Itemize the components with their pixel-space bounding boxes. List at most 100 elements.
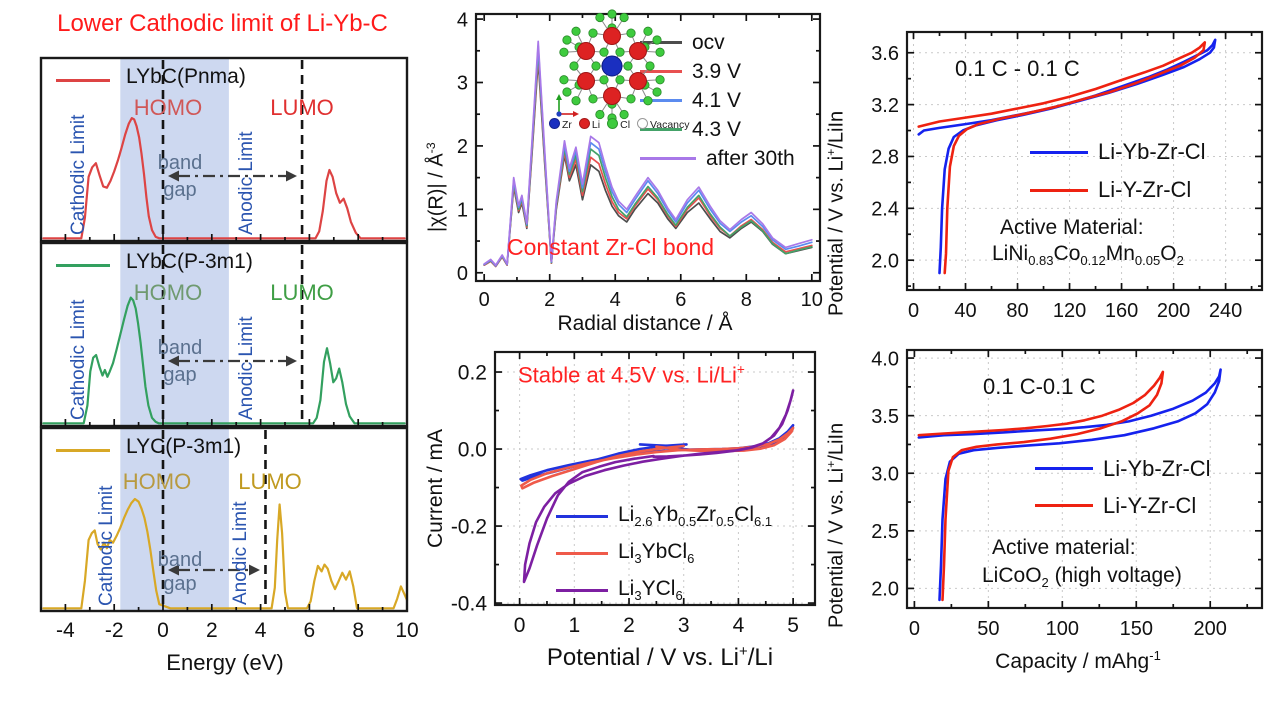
svg-text:2: 2 [457, 136, 468, 158]
svg-text:2.5: 2.5 [871, 521, 899, 543]
svg-text:4: 4 [457, 9, 468, 31]
dos2-gap-label: gap [163, 364, 197, 386]
cv-legend-item: Li2.6Yb0.5Zr0.5Cl6.1 [556, 498, 772, 535]
lco-rate-label: 0.1 C-0.1 C [983, 374, 1096, 399]
svg-text:10: 10 [801, 289, 823, 311]
svg-text:1: 1 [568, 614, 580, 637]
svg-text:2.4: 2.4 [871, 199, 899, 221]
dos1-band-label: band [157, 152, 203, 174]
nmc-legend: Li-Yb-Zr-Cl Li-Y-Zr-Cl [1030, 133, 1206, 209]
dos2-homo-label: HOMO [133, 280, 203, 305]
crystal-structure-inset [556, 9, 665, 123]
lco-active-material-line1: Active material: [992, 536, 1136, 559]
dos-chart-p3m1 [39, 241, 409, 428]
dos-chart-pnma [39, 56, 409, 243]
dos2-band-label: band [157, 337, 203, 359]
svg-text:0.0: 0.0 [458, 439, 487, 462]
inset-legend-item: Zr [549, 118, 572, 131]
svg-text:2: 2 [623, 614, 635, 637]
svg-text:10: 10 [395, 619, 418, 642]
svg-text:6: 6 [304, 619, 316, 642]
dos3-anodic-limit-label: Anodic Limit [230, 501, 251, 606]
dos2-cathodic-limit-label: Cathodic Limit [68, 299, 89, 420]
exafs-legend: ocv 3.9 V 4.1 V 4.3 V after 30th [640, 28, 795, 173]
inset-legend-item: Vacancy [637, 118, 690, 131]
lco-legend-item: Li-Yb-Zr-Cl [1035, 450, 1211, 487]
dos3-legend-line [56, 449, 110, 452]
svg-text:4: 4 [255, 619, 267, 642]
exafs-annotation: Constant Zr-Cl bond [507, 234, 715, 260]
svg-text:80: 80 [1006, 300, 1028, 322]
svg-text:-4: -4 [56, 619, 75, 642]
exafs-legend-item: 3.9 V [640, 57, 795, 86]
cv-legend-item: Li3YCl6 [556, 572, 772, 609]
svg-text:8: 8 [741, 289, 752, 311]
lco-legend-item: Li-Y-Zr-Cl [1035, 487, 1211, 524]
svg-text:3.6: 3.6 [871, 43, 899, 65]
exafs-y-axis-title: |χ(R)| / Å-3 [424, 142, 448, 232]
svg-text:2.0: 2.0 [871, 250, 899, 272]
svg-text:-2: -2 [105, 619, 124, 642]
left-panel-title: Lower Cathodic limit of Li-Yb-C [57, 10, 388, 37]
svg-text:2.8: 2.8 [871, 147, 899, 169]
dos2-legend-line [56, 264, 110, 267]
dos1-lumo-label: LUMO [270, 95, 334, 120]
svg-text:0: 0 [909, 618, 920, 640]
svg-text:150: 150 [1120, 618, 1153, 640]
svg-text:4: 4 [610, 289, 621, 311]
dos2-anodic-limit-label: Anodic Limit [236, 316, 257, 421]
svg-text:4: 4 [733, 614, 745, 637]
dos3-band-label: band [157, 549, 203, 571]
exafs-x-axis-title: Radial distance / Å [557, 312, 733, 335]
svg-text:40: 40 [954, 300, 976, 322]
svg-text:200: 200 [1194, 618, 1227, 640]
nmc-y-axis-title: Potential / V vs. Li+/LiIn [824, 110, 848, 316]
svg-text:3: 3 [678, 614, 690, 637]
dos-chart-lyc: -4 -2 0 2 4 6 8 10 [39, 426, 419, 642]
dos3-lumo-label: LUMO [238, 469, 302, 494]
nmc-legend-item: Li-Y-Zr-Cl [1030, 171, 1206, 209]
cv-x-axis-title: Potential / V vs. Li+/Li [546, 644, 774, 671]
dos3-gap-label: gap [163, 573, 197, 595]
exafs-legend-item: ocv [640, 28, 795, 57]
nmc-active-material-line2: LiNi0.83Co0.12Mn0.05O2 [992, 242, 1184, 269]
exafs-chart: 0 2 4 6 8 10 0 1 2 3 4 [457, 9, 823, 311]
exafs-legend-item: after 30th [640, 144, 795, 173]
cv-annotation: Stable at 4.5V vs. Li/Li+ [518, 362, 745, 388]
svg-text:0: 0 [479, 289, 490, 311]
svg-text:5: 5 [787, 614, 799, 637]
svg-text:2.0: 2.0 [871, 579, 899, 601]
cv-legend: Li2.6Yb0.5Zr0.5Cl6.1 Li3YbCl6 Li3YCl6 [556, 498, 772, 609]
svg-text:0.2: 0.2 [458, 362, 487, 385]
nmc-cycling-chart: 0 40 80 120 160 200 240 2.0 2.4 2.8 3.2 3.6 [871, 30, 1264, 322]
svg-text:3.2: 3.2 [871, 95, 899, 117]
lco-cycling-chart: 0 50 100 150 200 2.0 2.5 3.0 3.5 4.0 [871, 348, 1264, 640]
svg-text:6: 6 [675, 289, 686, 311]
svg-text:2: 2 [206, 619, 218, 642]
inset-legend-item: Cl [607, 118, 630, 131]
svg-text:120: 120 [1053, 300, 1086, 322]
svg-text:-0.2: -0.2 [451, 516, 487, 539]
svg-text:0: 0 [157, 619, 169, 642]
lco-y-axis-title: Potential / V vs. Li+/LiIn [824, 422, 848, 628]
cv-chart: 0 1 2 3 4 5 0.2 0.0 -0.2 -0.4 [451, 350, 817, 637]
svg-text:3.5: 3.5 [871, 406, 899, 428]
nmc-legend-item: Li-Yb-Zr-Cl [1030, 133, 1206, 171]
inset-legend-item: Li [578, 118, 600, 131]
dos1-anodic-limit-label: Anodic Limit [236, 131, 257, 236]
dos-x-axis-title: Energy (eV) [166, 650, 284, 675]
svg-text:240: 240 [1209, 300, 1242, 322]
dos3-legend-label: LYC(P-3m1) [126, 435, 242, 458]
lco-legend: Li-Yb-Zr-Cl Li-Y-Zr-Cl [1035, 450, 1211, 524]
svg-text:200: 200 [1157, 300, 1190, 322]
svg-text:0: 0 [457, 263, 468, 285]
dos1-legend-line [56, 79, 110, 82]
svg-text:3: 3 [457, 73, 468, 95]
svg-text:2: 2 [544, 289, 555, 311]
dos1-homo-label: HOMO [133, 95, 203, 120]
lco-active-material-line2: LiCoO2 (high voltage) [982, 564, 1182, 591]
dos3-cathodic-limit-label: Cathodic Limit [96, 485, 117, 606]
svg-text:8: 8 [352, 619, 364, 642]
exafs-legend-item: 4.1 V [640, 86, 795, 115]
